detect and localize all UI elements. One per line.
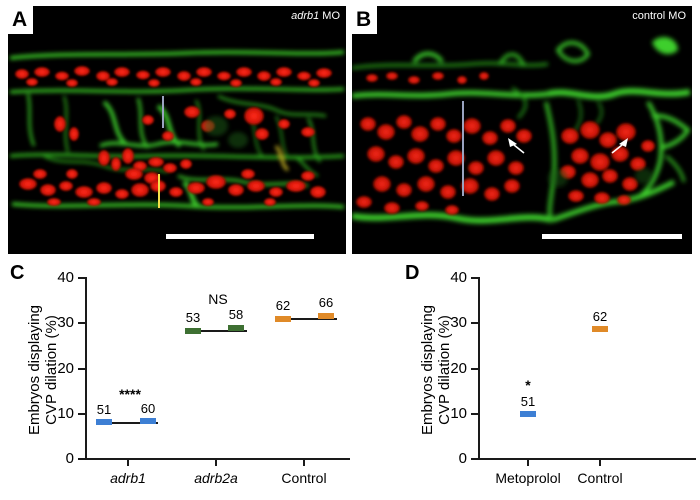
panel-c-xtick-adrb1 (127, 458, 129, 466)
panel-c-xtick-label-adrb1: adrb1 (110, 470, 146, 486)
panel-a-scale-bar (166, 234, 314, 239)
panel-b-tag: control MO (632, 10, 686, 22)
panel-d-ytick-label-20: 20 (450, 360, 467, 377)
panel-b-letter: B (352, 6, 378, 34)
panel-c-marker-adrb2a-53 (185, 328, 201, 334)
panel-a-tag: adrb1 MO (291, 10, 340, 22)
cvp-height-line-blue (462, 101, 464, 196)
panel-b-image (352, 6, 692, 254)
panel-c-marker-adrb1-60 (140, 418, 156, 424)
panel-c-ytick-label-10: 10 (57, 405, 74, 422)
panel-c-marker-adrb2a-58 (228, 325, 244, 331)
panel-b-tag-suffix: control MO (632, 10, 686, 22)
panel-d-ytick-label-40: 40 (450, 269, 467, 286)
panel-a-letter: A (8, 6, 34, 34)
panel-c-plot: C Embryos displaying CVP dilation (%) 40… (0, 258, 352, 500)
panel-d-plot: D Embryos displaying CVP dilation (%) 40… (375, 258, 700, 500)
panel-d-letter: D (405, 262, 420, 284)
y-axis-label-line1: Embryos displaying (419, 304, 436, 436)
y-axis-label-line1: Embryos displaying (26, 304, 43, 436)
panel-c-letter: C (10, 262, 25, 284)
panel-d-y-axis (478, 277, 480, 460)
panel-d-point-label-metoprolol-51: 51 (520, 394, 536, 409)
panel-c-point-label-adrb2a-53: 53 (185, 310, 201, 325)
cvp-height-line-blue (162, 96, 164, 128)
panel-c-connector-adrb2a (185, 330, 247, 332)
panel-a-tag-gene: adrb1 (291, 10, 320, 22)
panel-d-ytick-10 (471, 413, 479, 415)
panel-a-micrograph: A adrb1 MO (8, 6, 346, 254)
panel-c-point-label-adrb1-51: 51 (96, 402, 112, 417)
panel-d-xtick-label-metoprolol: Metoprolol (495, 470, 561, 486)
panel-d-xtick-label-control: Control (577, 470, 623, 486)
panel-c-point-label-control-66: 66 (318, 295, 334, 310)
arrow-right-icon (611, 138, 628, 154)
panel-d-ytick-30 (471, 322, 479, 324)
panel-a-image (8, 6, 346, 254)
panel-c-xtick-control (303, 458, 305, 466)
panel-c-ytick-30 (78, 322, 86, 324)
panel-d-point-label-control-62: 62 (592, 309, 608, 324)
panel-d-significance-metoprolol: * (525, 377, 531, 393)
panel-c-significance-adrb1: **** (119, 386, 141, 402)
panel-c-marker-control-66 (318, 313, 334, 319)
panel-d-ytick-label-10: 10 (450, 405, 467, 422)
panel-c-ytick-20 (78, 368, 86, 370)
panel-c-marker-control-62 (275, 316, 291, 322)
panel-c-ytick-label-0: 0 (65, 450, 74, 467)
panel-c-xtick-label-adrb2a: adrb2a (194, 470, 238, 486)
panel-c-ytick-label-20: 20 (57, 360, 74, 377)
panel-a-tag-suffix: MO (319, 10, 340, 22)
panel-d-ytick-20 (471, 368, 479, 370)
panel-d-x-axis (478, 458, 696, 460)
panel-d-ytick-0 (471, 458, 479, 460)
panel-c-connector-adrb1 (96, 422, 158, 424)
panel-c-ytick-40 (78, 277, 86, 279)
panel-c-point-label-adrb1-60: 60 (140, 401, 156, 416)
panel-d-xtick-control (599, 458, 601, 466)
arrow-left-icon (508, 138, 525, 154)
panel-c-ytick-10 (78, 413, 86, 415)
panel-d-ytick-label-0: 0 (458, 450, 467, 467)
panel-c-ytick-label-30: 30 (57, 314, 74, 331)
panel-b-micrograph: B control MO (352, 6, 692, 254)
panel-d-ytick-label-30: 30 (450, 314, 467, 331)
panel-c-significance-adrb2a: NS (208, 291, 228, 307)
panel-c-ytick-label-40: 40 (57, 269, 74, 286)
panel-b-scale-bar (542, 234, 682, 239)
panel-c-x-axis (85, 458, 350, 460)
panel-c-xtick-label-control: Control (281, 470, 327, 486)
cvp-height-line-yellow (158, 174, 160, 208)
panel-d-ytick-40 (471, 277, 479, 279)
panel-c-ytick-0 (78, 458, 86, 460)
panel-c-y-axis (85, 277, 87, 460)
panel-c-connector-control (275, 318, 337, 320)
panel-c-xtick-adrb2a (215, 458, 217, 466)
panel-c-point-label-adrb2a-58: 58 (228, 307, 244, 322)
panel-d-marker-control-62 (592, 326, 608, 332)
panel-c-marker-adrb1-51 (96, 419, 112, 425)
panel-d-marker-metoprolol-51 (520, 411, 536, 417)
panel-c-point-label-control-62: 62 (275, 298, 291, 313)
panel-d-xtick-metoprolol (527, 458, 529, 466)
